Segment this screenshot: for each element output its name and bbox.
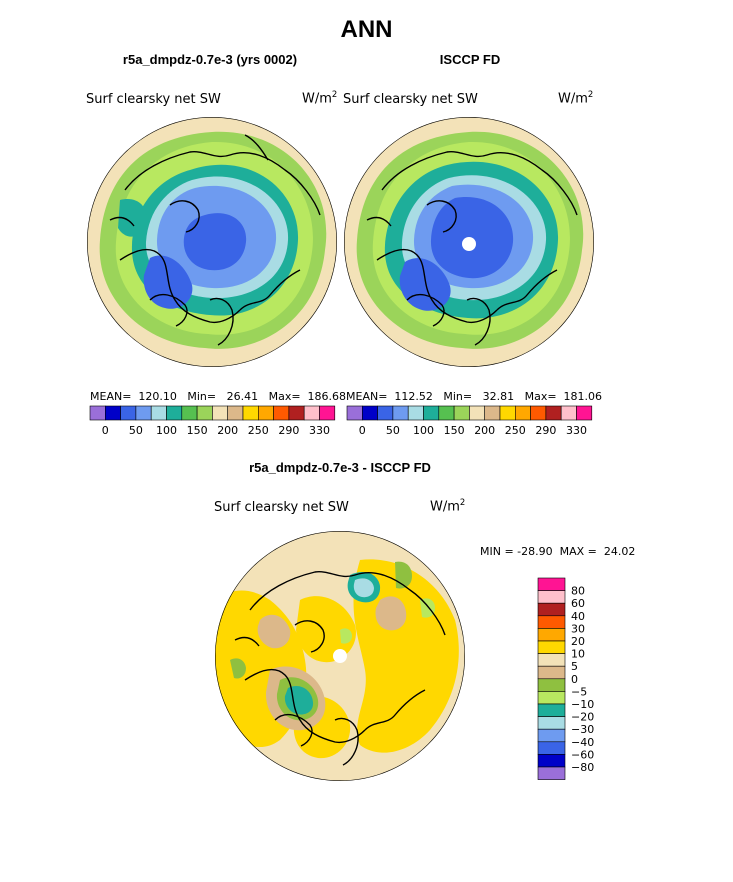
- diff-colorbar-tick-label: −40: [571, 736, 594, 749]
- diff-colorbar-tick-label: 20: [571, 635, 585, 648]
- left-colorbar-swatch: [212, 405, 228, 421]
- left-colorbar-swatch: [135, 405, 152, 421]
- diff-colorbar-tick-label: 40: [571, 610, 585, 623]
- diff-colorbar-swatch: [537, 615, 566, 629]
- right-colorbar-swatch: [438, 405, 455, 421]
- right-colorbar-swatch: [484, 405, 501, 421]
- diff-colorbar-swatch: [537, 590, 566, 604]
- left-colorbar-tick-label: 250: [248, 424, 269, 437]
- left-colorbar-swatch: [166, 405, 183, 421]
- right-colorbar: 0 50 100 150 200 250 290 330: [346, 405, 593, 437]
- diff-colorbar-tick-label: −5: [571, 685, 587, 698]
- right-colorbar-tick-label: 290: [535, 424, 556, 437]
- left-colorbar-swatch: [89, 405, 106, 421]
- diff-colorbar-tick-label: 60: [571, 597, 585, 610]
- left-units: W/m2: [302, 89, 338, 107]
- left-stats: MEAN= 120.10 Min= 26.41 Max= 186.68: [90, 390, 347, 403]
- left-colorbar-tick-label: 290: [278, 424, 299, 437]
- left-polar-map: [87, 117, 337, 367]
- diff-colorbar-swatch: [537, 665, 566, 680]
- left-panel-title: r5a_dmpdz-0.7e-3 (yrs 0002): [122, 52, 298, 67]
- main-title: ANN: [340, 16, 393, 43]
- diff-colorbar-tick-label: −80: [571, 761, 594, 774]
- right-colorbar-tick-label: 100: [413, 424, 434, 437]
- diff-colorbar-swatch: [537, 653, 566, 667]
- right-colorbar-swatch: [469, 405, 485, 421]
- diff-colorbar-tick-label: −30: [571, 723, 594, 736]
- left-colorbar-swatch: [319, 405, 336, 421]
- left-colorbar-tick-label: 150: [187, 424, 208, 437]
- left-colorbar-tick-label: 330: [309, 424, 330, 437]
- right-colorbar-swatch: [514, 405, 531, 421]
- right-colorbar-swatch: [545, 405, 562, 421]
- left-colorbar-swatch: [105, 405, 121, 421]
- left-colorbar-tick-label: 100: [156, 424, 177, 437]
- right-colorbar-tick-label: 150: [444, 424, 465, 437]
- diff-field-label: Surf clearsky net SW: [214, 500, 349, 515]
- right-colorbar-swatch: [346, 405, 363, 421]
- diff-colorbar-tick-label: 5: [571, 660, 578, 673]
- diff-colorbar-tick-label: 80: [571, 585, 585, 598]
- left-colorbar-swatch: [196, 405, 213, 421]
- right-colorbar-swatch: [576, 405, 593, 421]
- right-colorbar-swatch: [560, 405, 577, 421]
- right-colorbar-swatch: [453, 405, 470, 421]
- left-colorbar-swatch: [181, 405, 198, 421]
- diff-colorbar-tick-label: −20: [571, 711, 594, 724]
- left-colorbar-swatch: [120, 405, 137, 421]
- right-colorbar-tick-label: 250: [505, 424, 526, 437]
- right-colorbar-tick-label: 50: [386, 424, 400, 437]
- diff-colorbar-swatch: [537, 640, 566, 654]
- diff-colorbar-tick-label: −60: [571, 748, 594, 761]
- right-colorbar-swatch: [530, 405, 547, 421]
- right-colorbar-swatch: [499, 405, 516, 421]
- diff-stats: MIN = -28.90 MAX = 24.02: [480, 545, 636, 558]
- left-colorbar-swatch: [150, 405, 167, 421]
- diff-colorbar-swatch: [537, 577, 566, 591]
- diff-colorbar-swatch: [537, 741, 566, 755]
- right-colorbar-swatch: [377, 405, 394, 421]
- left-colorbar-swatch: [273, 405, 290, 421]
- diff-colorbar-tick-label: 0: [571, 673, 578, 686]
- diff-colorbar-swatch: [537, 716, 566, 730]
- diff-colorbar-tick-label: 10: [571, 648, 585, 661]
- diff-polar-map: [215, 531, 465, 781]
- right-stats: MEAN= 112.52 Min= 32.81 Max= 181.06: [346, 390, 603, 403]
- right-colorbar-tick-label: 0: [359, 424, 366, 437]
- diff-colorbar-swatch: [537, 628, 566, 642]
- diff-units: W/m2: [430, 497, 466, 515]
- right-colorbar-tick-label: 200: [474, 424, 495, 437]
- diff-colorbar-swatch: [537, 703, 566, 717]
- diff-colorbar-swatch: [537, 754, 566, 768]
- diff-colorbar-swatch: [537, 602, 566, 617]
- right-polar-map: [344, 117, 594, 367]
- left-colorbar: 0 50 100 150 200 250 290 330: [89, 405, 336, 437]
- diff-colorbar-swatch: [537, 678, 566, 692]
- right-field-label: Surf clearsky net SW: [343, 92, 478, 107]
- right-panel-title: ISCCP FD: [439, 52, 501, 67]
- right-colorbar-swatch: [423, 405, 440, 421]
- left-colorbar-tick-label: 200: [217, 424, 238, 437]
- left-colorbar-tick-label: 50: [129, 424, 143, 437]
- diff-colorbar-tick-label: −10: [571, 698, 594, 711]
- left-colorbar-swatch: [227, 405, 244, 421]
- left-field-label: Surf clearsky net SW: [86, 92, 221, 107]
- left-colorbar-swatch: [288, 405, 305, 421]
- diff-colorbar-swatch: [537, 766, 566, 780]
- left-colorbar-swatch: [303, 405, 320, 421]
- right-colorbar-swatch: [392, 405, 409, 421]
- diff-colorbar-swatch: [537, 691, 566, 705]
- right-units: W/m2: [558, 89, 594, 107]
- diff-colorbar-swatch: [537, 728, 566, 743]
- left-colorbar-swatch: [242, 405, 259, 421]
- right-colorbar-swatch: [361, 405, 378, 421]
- left-colorbar-swatch: [257, 405, 274, 421]
- right-colorbar-swatch: [407, 405, 424, 421]
- diff-panel-title: r5a_dmpdz-0.7e-3 - ISCCP FD: [249, 460, 431, 475]
- left-colorbar-tick-label: 0: [102, 424, 109, 437]
- diff-colorbar-tick-label: 30: [571, 622, 585, 635]
- right-colorbar-tick-label: 330: [566, 424, 587, 437]
